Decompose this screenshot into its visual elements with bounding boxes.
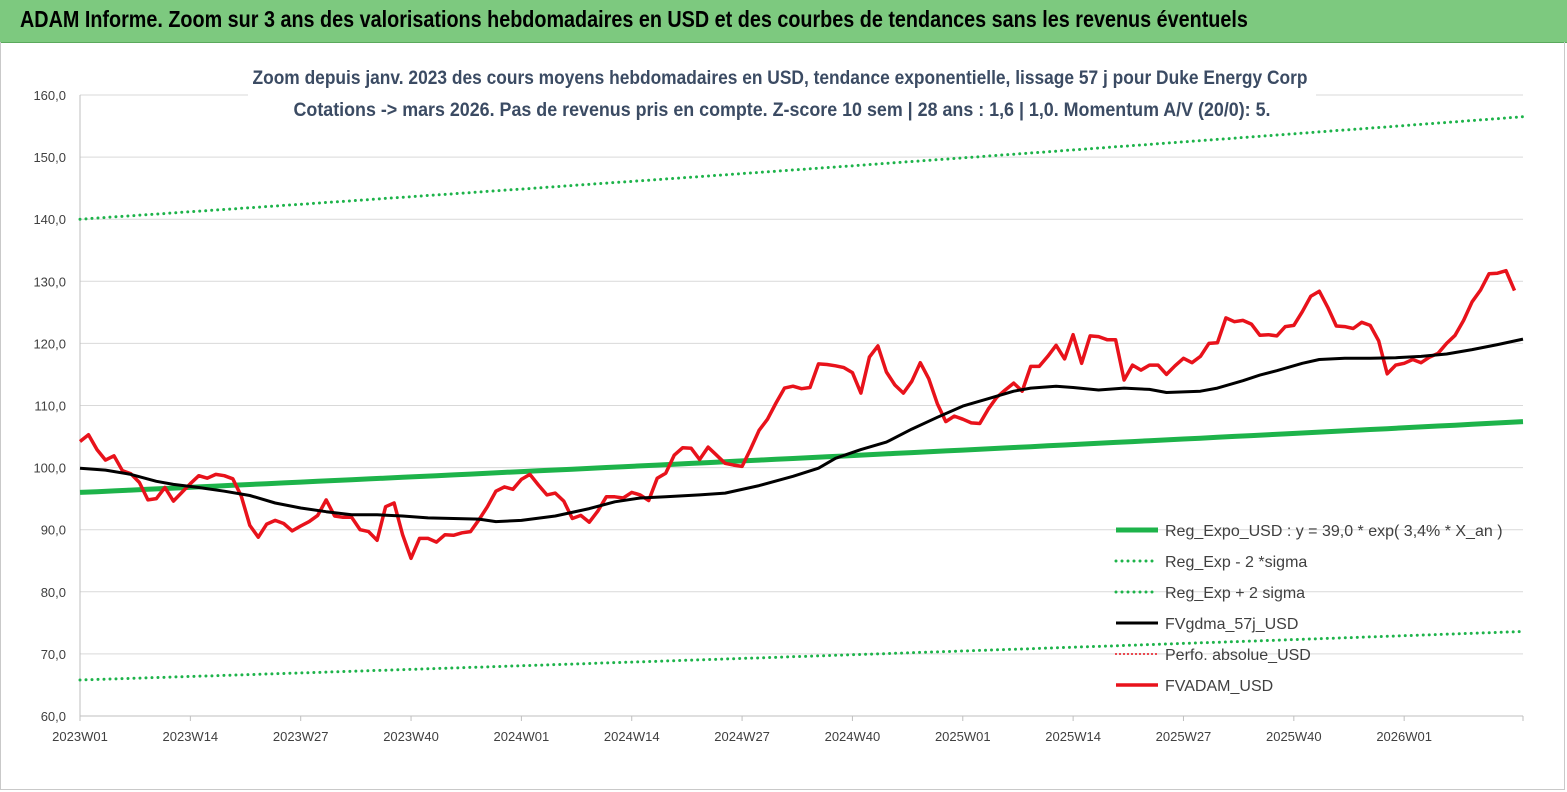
x-tick-label: 2024W14	[604, 729, 660, 744]
y-tick-label: 110,0	[34, 399, 66, 414]
x-tick-label: 2025W01	[935, 729, 991, 744]
y-tick-label: 130,0	[33, 274, 66, 289]
y-tick-label: 150,0	[33, 150, 66, 165]
series-upper-band	[78, 115, 1525, 221]
x-tick-label: 2023W27	[273, 729, 329, 744]
x-tick-label: 2025W27	[1156, 729, 1212, 744]
x-tick-label: 2023W14	[163, 729, 219, 744]
x-tick-label: 2024W40	[825, 729, 881, 744]
y-tick-label: 160,0	[33, 88, 66, 103]
series-lower-band	[78, 630, 1525, 682]
legend-label-perfo: Perfo. absolue_USD	[1165, 647, 1311, 664]
x-tick-label: 2025W40	[1266, 729, 1322, 744]
legend-label-adam: FVADAM_USD	[1165, 678, 1273, 695]
y-tick-label: 140,0	[33, 212, 66, 227]
legend-label-ma: FVgdma_57j_USD	[1165, 616, 1298, 633]
y-tick-label: 120,0	[33, 336, 66, 351]
y-tick-label: 60,0	[41, 709, 66, 724]
x-tick-label: 2023W01	[52, 729, 108, 744]
legend-label-reg: Reg_Expo_USD : y = 39,0 * exp( 3,4% * X_…	[1165, 523, 1503, 540]
grid-lines	[80, 94, 1523, 717]
x-tick-label: 2025W14	[1045, 729, 1101, 744]
y-tick-label: 90,0	[41, 523, 66, 538]
x-tick-label: 2026W01	[1376, 729, 1432, 744]
x-tick-label: 2024W01	[494, 729, 550, 744]
chart-title-line-1: Zoom depuis janv. 2023 des cours moyens …	[253, 68, 1308, 89]
legend: Reg_Expo_USD : y = 39,0 * exp( 3,4% * X_…	[1114, 523, 1503, 695]
chart-title-line-2: Cotations -> mars 2026. Pas de revenus p…	[294, 100, 1271, 121]
y-tick-label: 70,0	[41, 647, 66, 662]
subtitle-background	[248, 60, 1316, 126]
report-title: ADAM Informe. Zoom sur 3 ans des valoris…	[20, 6, 1248, 32]
x-axis: 2023W01 2023W14 2023W27 2023W40 2024W01 2024W…	[52, 715, 1524, 744]
legend-label-upper: Reg_Exp + 2 sigma	[1165, 585, 1305, 602]
x-tick-label: 2023W40	[383, 729, 439, 744]
y-tick-label: 100,0	[33, 461, 66, 476]
series-regression	[79, 419, 1524, 495]
chart-series	[78, 115, 1525, 682]
report-banner: ADAM Informe. Zoom sur 3 ans des valoris…	[0, 0, 1567, 43]
y-axis: 60,0 70,0 80,0 90,0 100,0 110,0 120,0 130,0 140,…	[33, 88, 81, 724]
legend-label-lower: Reg_Exp - 2 *sigma	[1165, 554, 1307, 571]
chart-frame	[0, 42, 1565, 790]
x-tick-label: 2024W27	[714, 729, 770, 744]
y-tick-label: 80,0	[41, 585, 66, 600]
series-moving-average	[79, 337, 1524, 524]
series-fvadam	[78, 268, 1517, 561]
